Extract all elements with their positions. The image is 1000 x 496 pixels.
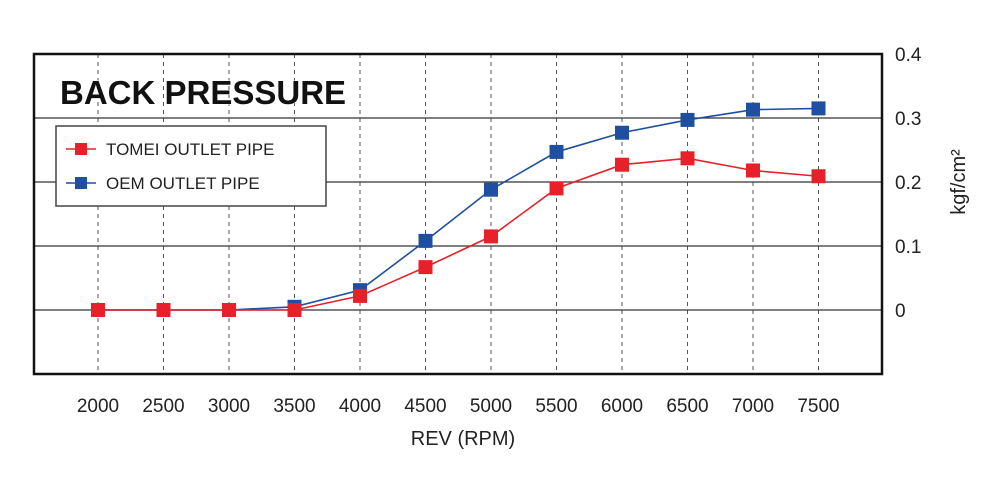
y-tick-label: 0.1 [895,237,921,258]
y-tick-label: 0.2 [895,173,921,194]
series-layer [91,101,826,317]
x-tick-label: 2000 [77,396,119,417]
legend-marker-tomei [75,143,87,155]
data-point-series-0 [680,151,695,166]
data-point-series-1 [615,125,629,140]
legend-marker-oem [75,177,87,189]
x-tick-label: 7500 [797,396,839,417]
x-axis-title: REV (RPM) [411,428,515,450]
x-tick-label: 4500 [404,396,446,417]
x-tick-label: 2500 [142,396,184,417]
data-point-series-0 [156,303,171,317]
x-axis-tick-labels: 2000 2500 3000 3500 4000 4500 5000 5500 6000 6500… [77,396,840,417]
x-tick-label: 6500 [666,396,708,417]
data-point-series-0 [484,229,498,244]
data-point-series-0 [418,260,433,275]
x-tick-label: 3500 [273,396,315,417]
y-tick-label: 0.3 [895,109,921,130]
data-point-series-0 [811,169,826,184]
data-point-series-0 [615,157,629,172]
x-tick-label: 6000 [601,396,643,417]
data-point-series-1 [418,233,433,248]
data-point-series-1 [680,112,695,127]
x-tick-label: 7000 [732,396,774,417]
data-point-series-0 [222,303,236,317]
x-tick-label: 5000 [470,396,512,417]
x-tick-label: 5500 [535,396,577,417]
data-point-series-0 [549,181,564,196]
data-point-series-0 [353,288,367,303]
x-tick-label: 4000 [339,396,381,417]
chart-title: BACK PRESSURE [60,74,346,111]
legend: TOMEI OUTLET PIPE OEM OUTLET PIPE [55,125,327,207]
data-point-series-1 [549,144,564,159]
y-axis-tick-labels: 0.4 0.3 0.2 0.1 0 [895,45,922,322]
data-point-series-0 [91,303,105,317]
legend-box [55,125,327,207]
x-tick-label: 3000 [208,396,250,417]
data-point-series-1 [746,102,760,117]
data-point-series-1 [484,182,498,197]
data-point-series-0 [287,303,302,317]
y-tick-label: 0.4 [895,45,922,66]
data-point-series-0 [746,163,760,178]
legend-label-oem: OEM OUTLET PIPE [106,174,260,193]
data-point-series-1 [811,101,826,116]
series-line-0 [98,157,819,311]
plot-frame [32,52,884,376]
legend-label-tomei: TOMEI OUTLET PIPE [106,140,274,159]
y-tick-label: 0 [895,301,906,322]
y-axis-title: kgf/cm² [948,149,970,215]
